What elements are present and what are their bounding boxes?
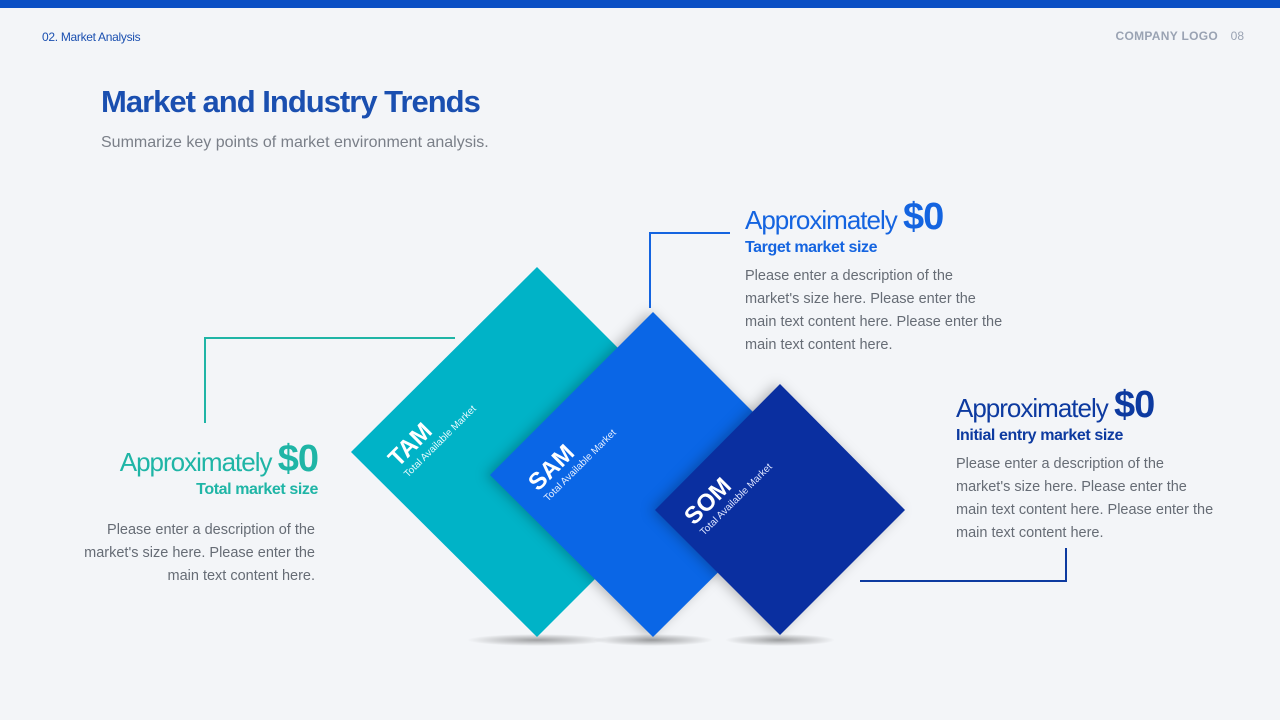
- shadow: [467, 634, 607, 646]
- caption: Total market size: [196, 481, 318, 498]
- company-logo: COMPANY LOGO: [1115, 29, 1218, 43]
- page-number: 08: [1230, 29, 1244, 43]
- value: $0: [277, 438, 319, 480]
- value: $0: [1113, 384, 1155, 426]
- description: Please enter a description of the market…: [956, 456, 1214, 541]
- caption: Target market size: [745, 239, 878, 256]
- shadow: [725, 634, 835, 646]
- headline: Approximately $0: [956, 384, 1226, 427]
- connector: [860, 548, 1067, 582]
- headline: Approximately $0: [745, 196, 1015, 239]
- subtitle: Summarize key points of market environme…: [101, 134, 489, 151]
- sam-block: Approximately $0 Target market size Plea…: [745, 196, 1015, 357]
- heading: Approximately: [119, 447, 273, 477]
- title: Market and Industry Trends: [101, 84, 481, 119]
- heading: Approximately: [745, 205, 898, 235]
- tam-block: Approximately $0 Total market size Pleas…: [58, 438, 319, 588]
- som-diamond: [655, 384, 905, 635]
- value: $0: [902, 196, 944, 238]
- connector: [649, 232, 730, 308]
- description: Please enter a description of the market…: [745, 268, 1003, 353]
- shadow: [593, 634, 713, 646]
- headline: Approximately $0: [58, 438, 319, 481]
- heading: Approximately: [956, 393, 1109, 423]
- description: Please enter a description of the market…: [84, 522, 315, 584]
- section-label: 02. Market Analysis: [42, 30, 141, 44]
- caption: Initial entry market size: [956, 427, 1123, 444]
- top-bar: [0, 0, 1280, 8]
- som-block: Approximately $0 Initial entry market si…: [956, 384, 1226, 545]
- connector: [204, 337, 455, 423]
